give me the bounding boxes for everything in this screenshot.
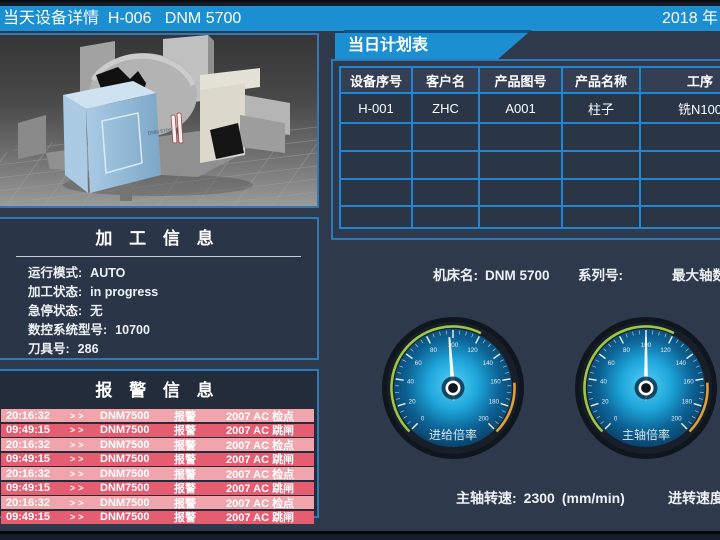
col-customer: 客户名 (411, 66, 480, 94)
spindle-speed-readout: 主轴转速: 2300 (mm/min) (456, 490, 625, 506)
col-process: 工序 (639, 66, 720, 94)
svg-text:200: 200 (671, 416, 682, 423)
serial-number-label: 系列号: (578, 268, 623, 283)
alarm-row: 09:49:15 >> DNM7500 报警 2007 AC 跳闸 (1, 452, 314, 466)
machine-3d-image: DNM 5700 (0, 35, 317, 206)
alarm-row: 09:49:15 >> DNM7500 报警 2007 AC 跳闸 (1, 510, 314, 524)
field-run-mode: 运行模式: AUTO (28, 266, 126, 280)
svg-text:140: 140 (676, 360, 687, 367)
svg-text:0: 0 (421, 416, 425, 423)
svg-text:主轴倍率: 主轴倍率 (622, 427, 670, 442)
svg-text:0: 0 (614, 416, 618, 423)
title-bar-date: 2018 年 (662, 10, 719, 27)
bottom-readouts: 主轴转速: 2300 (mm/min) 进转速度 (0, 488, 720, 508)
processing-info-panel: 加 工 信 息 运行模式: AUTO 加工状态: in progress 急停状态:… (0, 217, 319, 360)
field-machining-status: 加工状态: in progress (28, 285, 159, 299)
svg-text:180: 180 (682, 399, 693, 406)
plan-banner-title: 当日计划表 (335, 33, 528, 59)
processing-info-fields: 运行模式: AUTO 加工状态: in progress 急停状态: 无 数控系统型号… (28, 264, 317, 359)
alarm-row: 20:16:32 >> DNM7500 报警 2007 AC 检点 (1, 409, 314, 423)
machine-name: 机床名: DNM 5700 (433, 268, 550, 283)
table-row-empty (339, 122, 720, 152)
table-row: H-001 ZHC A001 柱子 铣N100 (339, 92, 720, 124)
alarm-list: 20:16:32 >> DNM7500 报警 2007 AC 检点 09:49:15 >>… (1, 409, 314, 524)
svg-text:180: 180 (489, 399, 500, 406)
svg-text:40: 40 (600, 379, 607, 386)
svg-text:160: 160 (490, 379, 501, 386)
svg-text:80: 80 (430, 347, 437, 354)
plan-table-container: 设备序号 客户名 产品图号 产品名称 工序 H-001 ZHC A001 柱子 … (331, 59, 720, 240)
svg-text:140: 140 (483, 360, 494, 367)
svg-text:200: 200 (478, 416, 489, 423)
table-row-empty (339, 178, 720, 207)
field-cnc-model: 数控系统型号: 10700 (28, 323, 150, 337)
svg-text:60: 60 (608, 360, 615, 367)
table-row-empty (339, 150, 720, 180)
alarm-row: 20:16:32 >> DNM7500 报警 2007 AC 检点 (1, 467, 314, 481)
field-estop-status: 急停状态: 无 (28, 304, 103, 318)
feed-speed-label: 进转速度 (668, 490, 720, 506)
machine-info-line: 机床名: DNM 5700 系列号: 最大轴数 (0, 264, 720, 283)
plan-table: 设备序号 客户名 产品图号 产品名称 工序 H-001 ZHC A001 柱子 … (339, 66, 720, 229)
alarm-row: 09:49:15 >> DNM7500 报警 2007 AC 跳闸 (1, 481, 314, 495)
alarm-panel-title: 报 警 信 息 (95, 381, 220, 400)
processing-info-title: 加 工 信 息 (95, 229, 220, 248)
svg-text:80: 80 (623, 347, 630, 354)
plan-table-header: 设备序号 客户名 产品图号 产品名称 工序 (339, 66, 720, 94)
table-row-empty (339, 205, 720, 229)
col-device-id: 设备序号 (339, 66, 413, 94)
max-axes-label: 最大轴数 (672, 268, 720, 283)
alarm-panel: 报 警 信 息 20:16:32 >> DNM7500 报警 2007 AC 检点 09… (0, 369, 319, 524)
svg-text:100: 100 (448, 342, 459, 349)
page-title: 当天设备详情 H-006 DNM 5700 (3, 10, 242, 27)
alarm-row: 20:16:32 >> DNM7500 报警 2007 AC 检点 (1, 496, 314, 510)
alarm-row: 09:49:15 >> DNM7500 报警 2007 AC 跳闸 (1, 423, 314, 437)
svg-text:进给倍率: 进给倍率 (429, 427, 477, 442)
col-product-name: 产品名称 (561, 66, 641, 94)
svg-text:160: 160 (683, 379, 694, 386)
col-drawing-no: 产品图号 (478, 66, 563, 94)
feed-override-gauge: 0 20 40 60 80 100 120 140 160 180 200 进给倍率 (378, 315, 528, 465)
machine-badge: DNM 5700 (147, 127, 172, 137)
svg-text:20: 20 (602, 399, 609, 406)
title-bar: 当天设备详情 H-006 DNM 5700 2018 年 (0, 6, 720, 31)
divider (16, 256, 301, 257)
field-tool-number: 刀具号: 286 (28, 342, 99, 356)
svg-text:40: 40 (407, 379, 414, 386)
svg-text:20: 20 (409, 399, 416, 406)
bottom-chrome-strip (0, 531, 720, 540)
machine-preview-panel: DNM 5700 (0, 33, 319, 208)
svg-text:60: 60 (415, 360, 422, 367)
feed-override-gauge-dial: 0 20 40 60 80 100 120 140 160 180 200 进给倍率 (382, 317, 524, 459)
top-chrome-strip (0, 0, 720, 6)
alarm-row: 20:16:32 >> DNM7500 报警 2007 AC 检点 (1, 438, 314, 452)
svg-text:120: 120 (660, 347, 671, 354)
svg-text:120: 120 (467, 347, 478, 354)
